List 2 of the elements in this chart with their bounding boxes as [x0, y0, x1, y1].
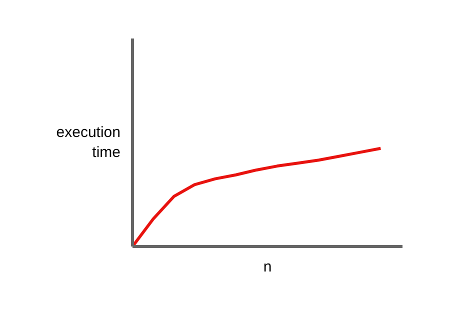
y-axis-title: execution time: [56, 124, 121, 162]
x-axis-title: n: [263, 258, 272, 276]
